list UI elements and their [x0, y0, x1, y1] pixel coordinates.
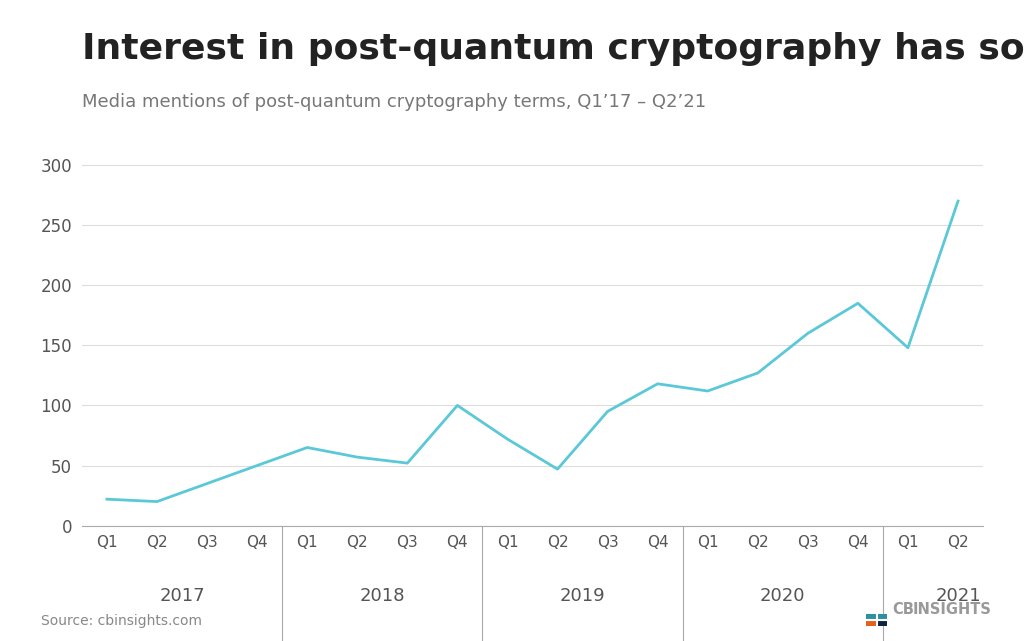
Text: Source: cbinsights.com: Source: cbinsights.com — [41, 614, 202, 628]
Text: Interest in post-quantum cryptography has soared: Interest in post-quantum cryptography ha… — [82, 32, 1024, 66]
Text: 2019: 2019 — [560, 587, 605, 605]
Text: Media mentions of post-quantum cryptography terms, Q1’17 – Q2’21: Media mentions of post-quantum cryptogra… — [82, 93, 706, 111]
Bar — [866, 614, 876, 620]
Bar — [878, 620, 887, 626]
Text: 2018: 2018 — [359, 587, 406, 605]
Text: 2021: 2021 — [935, 587, 981, 605]
Bar — [878, 614, 887, 620]
Bar — [866, 620, 876, 626]
Text: INSIGHTS: INSIGHTS — [912, 603, 991, 617]
Text: 2017: 2017 — [159, 587, 205, 605]
Text: CB: CB — [892, 603, 913, 617]
Text: 2020: 2020 — [760, 587, 806, 605]
